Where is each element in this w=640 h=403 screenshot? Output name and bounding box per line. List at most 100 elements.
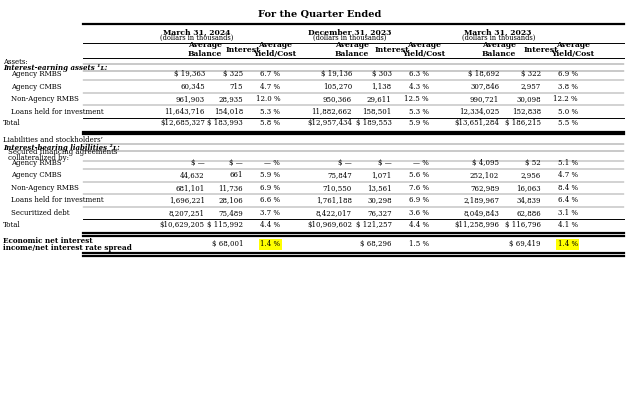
Text: 1,138: 1,138: [372, 83, 392, 91]
Text: Economic net interest: Economic net interest: [3, 237, 93, 245]
Text: 13,561: 13,561: [367, 184, 392, 192]
Text: collateralized by:: collateralized by:: [8, 154, 69, 162]
Text: 8.4 %: 8.4 %: [558, 184, 578, 192]
Text: Balance: Balance: [482, 50, 516, 58]
Text: 8,207,251: 8,207,251: [169, 209, 205, 217]
Text: 5.3 %: 5.3 %: [409, 108, 429, 116]
Text: Yield/Cost: Yield/Cost: [253, 50, 297, 58]
Text: Average: Average: [335, 41, 369, 49]
Text: Average: Average: [258, 41, 292, 49]
Text: 681,101: 681,101: [175, 184, 205, 192]
Text: 11,643,716: 11,643,716: [164, 108, 205, 116]
Text: 30,098: 30,098: [516, 95, 541, 103]
Text: $11,258,996: $11,258,996: [454, 221, 499, 229]
Text: March 31, 2023: March 31, 2023: [465, 28, 532, 36]
Text: $ 69,419: $ 69,419: [509, 240, 541, 248]
Text: 3.1 %: 3.1 %: [558, 209, 578, 217]
Text: Interest: Interest: [374, 46, 409, 54]
Text: $ 186,215: $ 186,215: [505, 120, 541, 127]
Text: 8,049,843: 8,049,843: [463, 209, 499, 217]
Text: $ —: $ —: [191, 159, 205, 167]
Text: Agency RMBS: Agency RMBS: [11, 70, 61, 78]
Text: 5.8 %: 5.8 %: [260, 120, 280, 127]
Text: 75,847: 75,847: [327, 172, 352, 179]
Text: 1.4 %: 1.4 %: [558, 240, 578, 248]
Text: Agency CMBS: Agency CMBS: [11, 172, 61, 179]
Text: $ 303: $ 303: [372, 70, 392, 78]
Text: $ 4,095: $ 4,095: [472, 159, 499, 167]
Text: Assets:: Assets:: [3, 58, 28, 66]
Text: 4.7 %: 4.7 %: [558, 172, 578, 179]
Text: $ 116,796: $ 116,796: [505, 221, 541, 229]
Text: 1.5 %: 1.5 %: [409, 240, 429, 248]
Text: Liabilities and stockholders’: Liabilities and stockholders’: [3, 137, 103, 144]
Text: 2,957: 2,957: [520, 83, 541, 91]
Text: $ 115,992: $ 115,992: [207, 221, 243, 229]
Text: $ 121,257: $ 121,257: [356, 221, 392, 229]
Text: Total: Total: [3, 221, 21, 229]
Text: 6.9 %: 6.9 %: [260, 184, 280, 192]
Text: 252,102: 252,102: [470, 172, 499, 179]
Text: Interest: Interest: [524, 46, 558, 54]
Text: 158,501: 158,501: [362, 108, 392, 116]
Text: $ 68,001: $ 68,001: [212, 240, 243, 248]
Text: 34,839: 34,839: [516, 197, 541, 204]
Text: $10,969,602: $10,969,602: [307, 221, 352, 229]
Text: 715: 715: [230, 83, 243, 91]
Text: 5.0 %: 5.0 %: [558, 108, 578, 116]
Text: 6.3 %: 6.3 %: [409, 70, 429, 78]
Text: 6.9 %: 6.9 %: [558, 70, 578, 78]
Text: 1.4 %: 1.4 %: [260, 240, 280, 248]
Text: Yield/Cost: Yield/Cost: [402, 50, 445, 58]
Text: 2,956: 2,956: [520, 172, 541, 179]
Text: 4.1 %: 4.1 %: [558, 221, 578, 229]
Text: $ —: $ —: [339, 159, 352, 167]
Text: 16,063: 16,063: [516, 184, 541, 192]
Text: Average: Average: [482, 41, 516, 49]
Text: Average: Average: [406, 41, 441, 49]
Text: 990,721: 990,721: [470, 95, 499, 103]
Text: 6.9 %: 6.9 %: [409, 197, 429, 204]
Text: (dollars in thousands): (dollars in thousands): [461, 34, 535, 42]
Text: 307,846: 307,846: [470, 83, 499, 91]
Text: $ 68,296: $ 68,296: [360, 240, 392, 248]
Text: 152,838: 152,838: [511, 108, 541, 116]
Text: 5.5 %: 5.5 %: [558, 120, 578, 127]
Text: Non-Agency RMBS: Non-Agency RMBS: [11, 95, 79, 103]
Text: 105,270: 105,270: [323, 83, 352, 91]
Text: $ 322: $ 322: [521, 70, 541, 78]
Text: 5.3 %: 5.3 %: [260, 108, 280, 116]
Text: Average: Average: [188, 41, 222, 49]
Text: Securitized debt: Securitized debt: [11, 209, 69, 217]
Text: 76,327: 76,327: [367, 209, 392, 217]
Text: 30,298: 30,298: [367, 197, 392, 204]
Text: Interest: Interest: [226, 46, 260, 54]
Text: 28,106: 28,106: [218, 197, 243, 204]
Text: — %: — %: [413, 159, 429, 167]
Text: 4.4 %: 4.4 %: [409, 221, 429, 229]
Text: $13,651,284: $13,651,284: [454, 120, 499, 127]
Text: $ 52: $ 52: [525, 159, 541, 167]
Text: Balance: Balance: [335, 50, 369, 58]
Text: March 31, 2024: March 31, 2024: [163, 28, 230, 36]
Text: 661: 661: [230, 172, 243, 179]
Text: Loans held for investment: Loans held for investment: [11, 197, 104, 204]
Text: Yield/Cost: Yield/Cost: [551, 50, 595, 58]
Text: (dollars in thousands): (dollars in thousands): [313, 34, 386, 42]
Text: 4.7 %: 4.7 %: [260, 83, 280, 91]
Text: Agency RMBS: Agency RMBS: [11, 159, 61, 167]
Text: Interest-bearing liabilities ²ʟ:: Interest-bearing liabilities ²ʟ:: [3, 144, 120, 152]
Text: $ 18,692: $ 18,692: [468, 70, 499, 78]
Text: Secured financing agreements: Secured financing agreements: [8, 148, 118, 156]
Text: Balance: Balance: [188, 50, 222, 58]
Text: 6.7 %: 6.7 %: [260, 70, 280, 78]
Text: $ 19,136: $ 19,136: [321, 70, 352, 78]
Text: $10,629,205: $10,629,205: [160, 221, 205, 229]
Text: 1,761,188: 1,761,188: [316, 197, 352, 204]
Text: $ 183,993: $ 183,993: [207, 120, 243, 127]
Text: $12,685,327: $12,685,327: [160, 120, 205, 127]
Text: 5.9 %: 5.9 %: [260, 172, 280, 179]
Text: For the Quarter Ended: For the Quarter Ended: [259, 10, 381, 19]
Text: 1,071: 1,071: [371, 172, 392, 179]
Text: Agency CMBS: Agency CMBS: [11, 83, 61, 91]
